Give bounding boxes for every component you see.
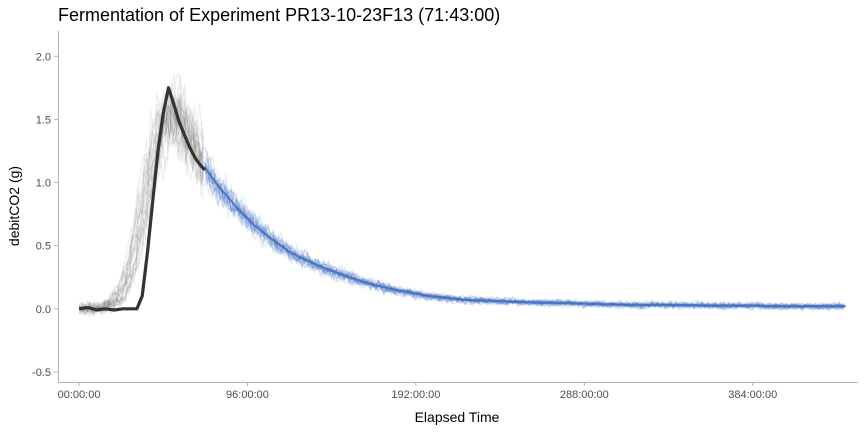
forecast-series-line xyxy=(204,163,845,311)
forecast-series-line xyxy=(204,168,845,311)
forecast-series-line xyxy=(204,162,845,311)
forecast-series-line xyxy=(204,169,845,312)
historical-series-line xyxy=(78,92,204,317)
chart-title: Fermentation of Experiment PR13-10-23F13… xyxy=(58,5,500,25)
x-axis: 00:00:00 96:00:00 192:00:00 288:00:00 384:00… xyxy=(58,382,777,401)
forecast-series-line xyxy=(204,146,845,311)
y-tick-label: -0.5 xyxy=(32,367,51,379)
forecast-series-line xyxy=(204,162,845,312)
forecast-series-line xyxy=(204,164,845,311)
y-tick-label: 1.5 xyxy=(36,114,51,126)
forecast-series-group xyxy=(204,146,845,313)
historical-series-line xyxy=(78,104,204,314)
forecast-series-line xyxy=(204,178,845,311)
y-tick-label: 1.0 xyxy=(36,178,51,190)
forecast-series-line xyxy=(204,150,845,311)
forecast-series-line xyxy=(204,174,845,311)
forecast-series-line xyxy=(204,155,845,311)
forecast-series-line xyxy=(204,165,845,311)
y-tick-label: 0.5 xyxy=(36,241,51,253)
forecast-series-line xyxy=(204,155,845,312)
x-axis-title: Elapsed Time xyxy=(415,409,500,425)
historical-series-line xyxy=(78,87,204,315)
forecast-series-line xyxy=(204,168,845,312)
historical-series-line xyxy=(78,88,204,318)
forecast-series-line xyxy=(204,161,845,311)
x-tick-label: 96:00:00 xyxy=(226,389,269,401)
y-tick-label: 0.0 xyxy=(36,304,51,316)
forecast-median-line xyxy=(203,166,846,308)
observed-series-line xyxy=(78,86,206,312)
plot-area xyxy=(78,71,846,319)
historical-series-line xyxy=(78,93,204,316)
forecast-series-line xyxy=(204,156,845,311)
x-tick-label: 384:00:00 xyxy=(728,389,777,401)
forecast-series-line xyxy=(204,163,845,311)
forecast-series-line xyxy=(204,147,845,311)
forecast-series-line xyxy=(204,165,845,311)
forecast-series-line xyxy=(204,158,845,313)
x-tick-label: 00:00:00 xyxy=(58,389,101,401)
forecast-series-line xyxy=(204,165,845,311)
historical-series-group xyxy=(78,71,204,319)
y-axis-title: debitCO2 (g) xyxy=(6,166,22,246)
y-axis: -0.5 0.0 0.5 1.0 1.5 2.0 xyxy=(32,51,58,379)
forecast-series-line xyxy=(204,160,845,313)
forecast-series-line xyxy=(204,168,845,311)
forecast-series-line xyxy=(204,163,845,311)
historical-series-line xyxy=(78,101,204,315)
forecast-series-line xyxy=(204,166,845,312)
y-tick-label: 2.0 xyxy=(36,51,51,63)
forecast-series-line xyxy=(204,162,845,313)
historical-series-line xyxy=(78,84,204,314)
x-tick-label: 192:00:00 xyxy=(391,389,440,401)
x-tick-label: 288:00:00 xyxy=(560,389,609,401)
historical-series-line xyxy=(78,103,204,313)
historical-series-line xyxy=(78,87,204,316)
